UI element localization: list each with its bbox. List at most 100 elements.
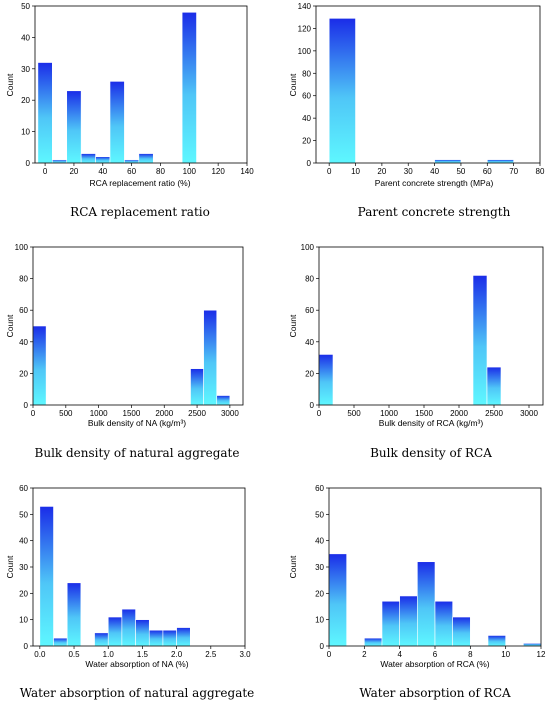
panel-5-xlabel: Water absorption of NA (%) — [85, 659, 188, 669]
x-tick-label: 80 — [536, 167, 545, 176]
x-tick-label: 40 — [430, 167, 439, 176]
x-tick-label: 0 — [317, 409, 322, 418]
panel-bulk-density-rca: Bulk density of RCA (kg/m³) Count Bulk d… — [288, 314, 492, 460]
panel-rca-replacement-ratio: RCA replacement ratio (%) Count RCA repl… — [5, 73, 210, 219]
panel-1-caption: RCA replacement ratio — [70, 205, 210, 219]
x-tick-label: 70 — [509, 167, 518, 176]
bar — [39, 506, 54, 647]
x-tick-label: 3000 — [520, 409, 538, 418]
y-tick-label: 100 — [301, 243, 315, 252]
y-tick-label: 30 — [19, 563, 28, 572]
bar — [181, 11, 197, 164]
y-tick-label: 60 — [302, 92, 311, 101]
x-tick-label: 2500 — [485, 409, 503, 418]
y-tick-label: 20 — [302, 137, 311, 146]
bar — [203, 309, 218, 406]
x-tick-label: 20 — [377, 167, 386, 176]
y-tick-label: 60 — [305, 306, 314, 315]
y-tick-label: 40 — [21, 33, 30, 42]
bar — [487, 635, 506, 647]
bar — [80, 153, 96, 164]
x-tick-label: 0 — [43, 167, 48, 176]
panel-5-caption: Water absorption of natural aggregate — [20, 686, 255, 700]
x-tick-label: 10 — [501, 650, 510, 659]
panel-1-ylabel: Count — [5, 73, 15, 96]
x-tick-label: 30 — [404, 167, 413, 176]
x-tick-label: 100 — [183, 167, 197, 176]
panel-bulk-density-na: Bulk density of NA (kg/m³) Count Bulk de… — [5, 314, 239, 460]
y-tick-label: 60 — [19, 306, 28, 315]
x-tick-label: 3.0 — [239, 650, 251, 659]
x-tick-label: 2500 — [188, 409, 206, 418]
panel-4-ylabel: Count — [288, 314, 298, 337]
bar — [216, 395, 231, 406]
x-tick-label: 1500 — [123, 409, 141, 418]
y-tick-label: 60 — [19, 484, 28, 493]
bar — [434, 600, 453, 647]
y-tick-label: 40 — [305, 338, 314, 347]
x-tick-label: 80 — [156, 167, 165, 176]
x-tick-label: 50 — [456, 167, 465, 176]
y-tick-label: 0 — [24, 401, 29, 410]
y-tick-label: 100 — [298, 47, 312, 56]
y-tick-label: 20 — [19, 589, 28, 598]
y-tick-label: 20 — [19, 369, 28, 378]
y-tick-label: 140 — [298, 2, 312, 11]
y-tick-label: 10 — [315, 616, 324, 625]
x-tick-label: 500 — [347, 409, 361, 418]
x-tick-label: 60 — [127, 167, 136, 176]
x-tick-label: 8 — [468, 650, 473, 659]
y-tick-label: 0 — [307, 159, 312, 168]
x-tick-label: 500 — [59, 409, 73, 418]
panel-6-xlabel: Water absorption of RCA (%) — [380, 659, 489, 669]
x-tick-label: 1.0 — [103, 650, 115, 659]
y-tick-label: 50 — [315, 510, 324, 519]
panel-4-caption: Bulk density of RCA — [370, 446, 492, 460]
plot-1: 0 10 20 30 40 50 0 20 40 60 80 100 120 140 — [21, 2, 254, 176]
y-tick-label: 20 — [305, 369, 314, 378]
bar — [328, 553, 347, 647]
y-tick-label: 40 — [19, 338, 28, 347]
bar — [472, 275, 488, 406]
x-tick-label: 0 — [31, 409, 36, 418]
bar — [434, 159, 462, 164]
y-tick-label: 50 — [19, 510, 28, 519]
y-tick-label: 10 — [21, 128, 30, 137]
y-tick-label: 10 — [19, 616, 28, 625]
panel-4-xlabel: Bulk density of RCA (kg/m³) — [379, 418, 484, 428]
panel-water-absorption-rca: Water absorption of RCA (%) Count Water … — [288, 555, 511, 700]
x-tick-label: 2.5 — [205, 650, 217, 659]
bar — [66, 582, 82, 647]
bar — [135, 619, 150, 647]
bar — [66, 90, 82, 164]
bar — [138, 153, 154, 164]
plot-2: 0 20 40 60 80 100 120 140 0 10 20 30 40 50 60 70 80 — [298, 2, 545, 176]
bar — [486, 159, 514, 164]
bar — [95, 156, 111, 164]
y-tick-label: 0 — [24, 642, 29, 651]
x-tick-label: 10 — [351, 167, 360, 176]
y-tick-label: 100 — [15, 243, 29, 252]
y-tick-label: 0 — [26, 159, 31, 168]
panel-3-caption: Bulk density of natural aggregate — [35, 446, 240, 460]
bar — [124, 159, 140, 164]
y-tick-label: 0 — [320, 642, 325, 651]
x-tick-label: 2000 — [450, 409, 468, 418]
x-tick-label: 20 — [69, 167, 78, 176]
panel-3-xlabel: Bulk density of NA (kg/m³) — [88, 418, 186, 428]
x-tick-label: 4 — [397, 650, 402, 659]
y-tick-label: 40 — [315, 537, 324, 546]
x-tick-label: 2.0 — [171, 650, 183, 659]
x-tick-label: 60 — [483, 167, 492, 176]
panel-6-ylabel: Count — [288, 555, 298, 578]
y-tick-label: 30 — [21, 65, 30, 74]
panel-2-xlabel: Parent concrete strength (MPa) — [375, 178, 494, 188]
plot-5: 0 10 20 30 40 50 60 0.0 0.5 1.0 1.5 2.0 2.5 3.0 — [19, 484, 251, 659]
y-tick-label: 80 — [302, 69, 311, 78]
x-tick-label: 2000 — [155, 409, 173, 418]
x-tick-label: 0.5 — [68, 650, 80, 659]
bar — [94, 632, 109, 647]
